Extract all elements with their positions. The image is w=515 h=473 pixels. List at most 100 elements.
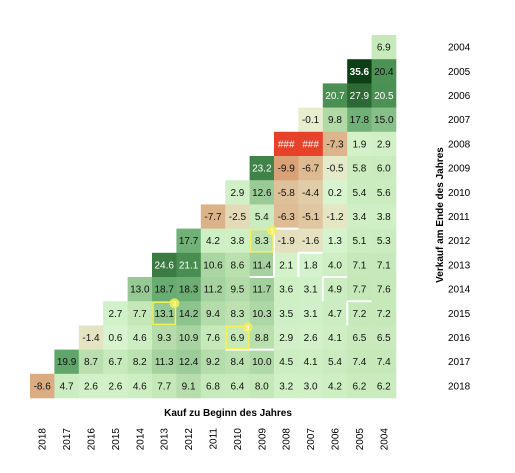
y-tick-label: 2007 — [448, 115, 471, 126]
heatmap-cell — [347, 349, 372, 375]
heatmap-cell — [298, 156, 324, 181]
cell-value-label: 2.9 — [377, 139, 391, 150]
cell-value-label: 11.3 — [155, 357, 174, 368]
cell-value-label: 2.9 — [279, 333, 293, 344]
heatmap-cell — [371, 83, 397, 108]
cell-value-label: 9.1 — [182, 381, 196, 392]
cell-value-label: 6.5 — [377, 333, 391, 344]
cell-value-label: -0.1 — [302, 115, 320, 126]
y-axis-title: Verkauf am Ende des Jahres — [435, 147, 446, 283]
cell-value-label: 1.8 — [304, 260, 318, 271]
heatmap-cell — [103, 349, 128, 375]
cell-value-label: 1.3 — [328, 236, 342, 247]
cell-value-label: 27.9 — [350, 91, 370, 102]
heatmap-cell — [298, 373, 324, 399]
cell-value-label: 7.7 — [133, 309, 147, 320]
heatmap-cell — [54, 373, 80, 399]
heatmap-cell — [127, 277, 153, 302]
heatmap-cell — [274, 156, 299, 181]
heatmap-cell — [322, 277, 348, 302]
x-tick-label: 2018 — [38, 428, 49, 451]
cell-value-label: 11.4 — [252, 260, 271, 271]
cell-value-label: 12.4 — [179, 357, 199, 368]
heatmap-cell — [371, 373, 397, 399]
heatmap-cell — [249, 277, 275, 302]
y-tick-label: 2005 — [448, 67, 471, 78]
cell-value-label: 11.7 — [252, 285, 271, 296]
cell-value-label: 4.9 — [328, 285, 342, 296]
cell-value-label: -1.9 — [278, 236, 296, 247]
cell-value-label: 3.5 — [279, 309, 293, 320]
heatmap-cell — [274, 301, 299, 326]
cell-value-label: 4.5 — [279, 357, 293, 368]
cell-value-label: 5.1 — [352, 236, 366, 247]
cell-value-label: 10.0 — [252, 357, 272, 368]
heatmap-cell — [298, 277, 324, 302]
marker-label: 1 — [270, 229, 274, 236]
cell-value-label: 18.3 — [179, 285, 199, 296]
cell-value-label: 3.1 — [304, 309, 318, 320]
heatmap-cell — [249, 373, 275, 399]
heatmap-cell — [298, 107, 324, 133]
cell-value-label: 23.2 — [252, 164, 272, 175]
marker-box — [249, 228, 274, 253]
x-tick-label: 2013 — [160, 428, 171, 451]
cell-value-label: 7.1 — [352, 260, 366, 271]
heatmap-cell — [152, 325, 177, 350]
cell-value-label: 13.0 — [130, 285, 150, 296]
cell-value-label: 7.6 — [377, 285, 391, 296]
cell-value-label: -7.7 — [204, 212, 222, 223]
cell-value-label: 3.8 — [230, 236, 244, 247]
y-tick-label: 2017 — [448, 357, 471, 368]
cell-value-label: -6.3 — [278, 212, 296, 223]
x-axis-title: Kauf zu Beginn des Jahres — [164, 408, 292, 419]
heatmap-cell — [322, 204, 348, 229]
marker-badge — [169, 298, 180, 309]
y-tick-label: 2013 — [448, 260, 471, 271]
heatmap-cell — [322, 228, 348, 254]
heatmap-cell — [347, 180, 372, 205]
cell-value-label: 4.7 — [328, 309, 342, 320]
heatmap-cell — [249, 204, 275, 229]
heatmap-cell — [322, 131, 348, 157]
heatmap-cell — [274, 277, 299, 302]
heatmap-cell — [249, 252, 275, 278]
y-tick-label: 2018 — [448, 381, 471, 392]
cell-value-label: 8.7 — [84, 357, 98, 368]
heatmap-cell — [103, 325, 128, 350]
heatmap-cell — [298, 252, 324, 278]
heatmap-cell — [347, 325, 372, 350]
y-tick-label: 2011 — [448, 212, 470, 223]
marker-badge — [242, 322, 253, 333]
cell-value-label: 8.3 — [230, 309, 244, 320]
cell-value-label: 12.6 — [252, 188, 272, 199]
heatmap-cell — [371, 277, 397, 302]
cell-value-label: 19.9 — [57, 357, 77, 368]
cell-value-label: 9.4 — [206, 309, 220, 320]
heatmap-cell — [371, 35, 397, 60]
cell-value-label: 18.7 — [154, 285, 174, 296]
heatmap-cell — [347, 373, 372, 399]
x-tick-label: 2017 — [62, 428, 73, 451]
heatmap-cells: 6.935.6 20.420.7 27.9 20.5-0.1 9.8 17.8 15.0##… — [30, 35, 397, 399]
cell-value-label: 4.2 — [328, 381, 342, 392]
heatmap-cell — [347, 228, 372, 254]
heatmap-cell — [371, 325, 397, 350]
highlight-markers: 1 2 3 — [152, 225, 277, 350]
cell-value-label: 6.8 — [206, 381, 220, 392]
y-tick-label: 2014 — [448, 285, 471, 296]
heatmap-cell — [322, 180, 348, 205]
cell-value-label: 4.7 — [60, 381, 74, 392]
cell-value-label: 8.8 — [255, 333, 269, 344]
cell-value-label: 4.6 — [133, 333, 147, 344]
cell-value-label: 7.2 — [352, 309, 366, 320]
heatmap-cell — [371, 301, 397, 326]
cell-value-label: 9.5 — [230, 285, 244, 296]
cell-value-label: 4.1 — [328, 333, 342, 344]
heatmap-cell — [225, 204, 250, 229]
heatmap-cell — [322, 349, 348, 375]
heatmap-cell — [103, 301, 128, 326]
cell-value-label: 8.6 — [230, 260, 244, 271]
x-tick-label: 2010 — [233, 428, 244, 451]
heatmap-cell — [225, 228, 250, 254]
